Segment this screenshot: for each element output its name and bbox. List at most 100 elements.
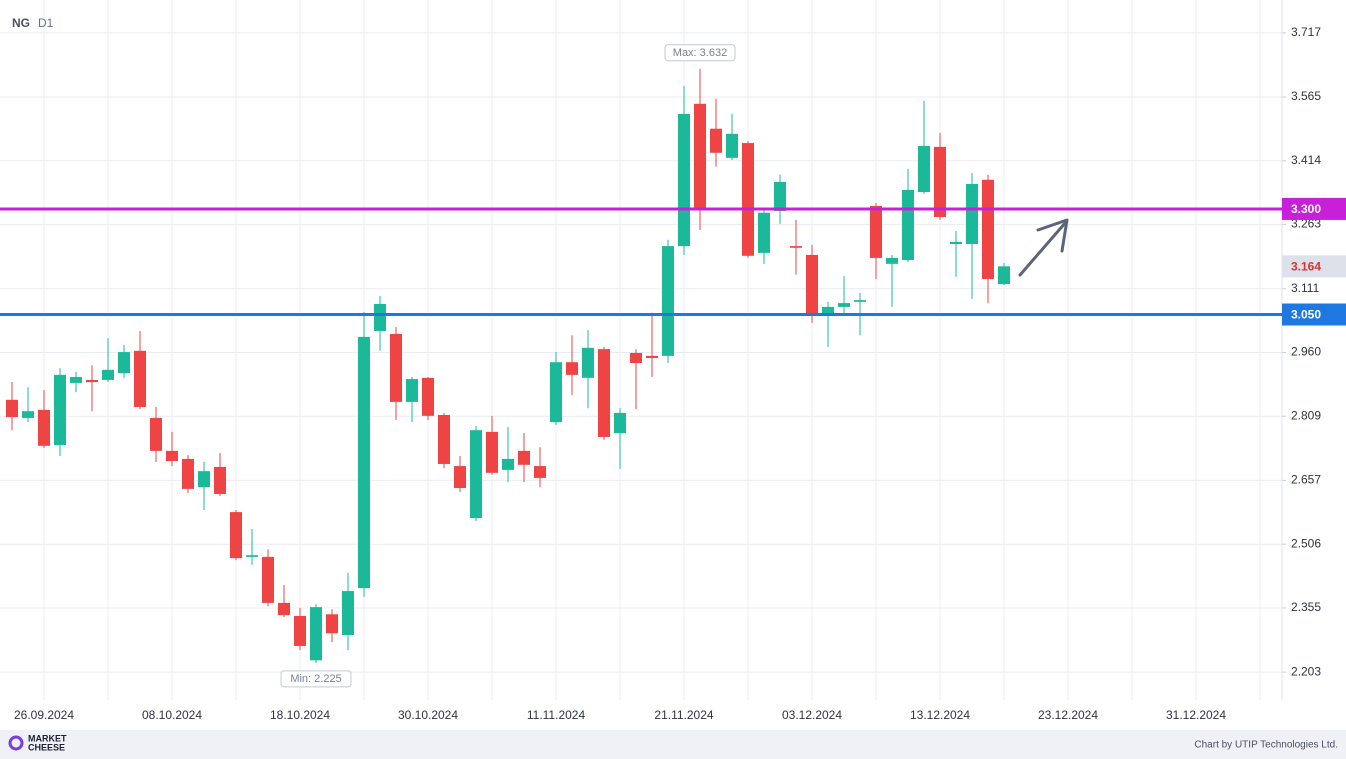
candle-body <box>470 430 482 519</box>
candle-body <box>918 146 930 193</box>
price-tag <box>1282 255 1346 278</box>
y-tick-label: 2.657 <box>1291 473 1321 487</box>
y-tick-label: 2.960 <box>1291 345 1321 359</box>
symbol: NG <box>12 16 30 30</box>
candle-body <box>614 412 626 434</box>
layers: 26.09.2024 08.10.2024 18.10.2024 30.10.2024… <box>0 0 1346 722</box>
candle-body <box>246 555 258 557</box>
candle-body <box>694 103 706 209</box>
y-tick-label: 3.565 <box>1291 89 1321 103</box>
y-tick-label: 2.506 <box>1291 536 1321 550</box>
candle-body <box>710 128 722 153</box>
credit: Chart by UTIP Technologies Ltd. <box>1194 740 1338 751</box>
y-tick-label: 2.809 <box>1291 408 1321 422</box>
candle-body <box>870 205 882 258</box>
candle-body <box>150 417 162 451</box>
x-tick-label: 30.10.2024 <box>398 708 458 722</box>
candle-body <box>422 377 434 416</box>
candle-body <box>886 257 898 264</box>
timeframe: D1 <box>38 16 54 30</box>
candle-body <box>934 146 946 217</box>
level-tag <box>1282 303 1346 326</box>
candle-body <box>38 409 50 446</box>
annotation-label: Max: 3.632 <box>673 47 727 59</box>
candle-body <box>374 303 386 331</box>
candle-body <box>646 355 658 358</box>
x-tick-label: 26.09.2024 <box>14 708 74 722</box>
y-tick-label: 3.414 <box>1291 153 1321 167</box>
candle-body <box>502 458 514 470</box>
trend-arrow <box>1018 218 1069 277</box>
candle-body <box>582 347 594 378</box>
candle-body <box>54 374 66 445</box>
footer-band <box>0 730 1346 759</box>
candle-body <box>742 143 754 256</box>
logo: MARKET CHEESE <box>8 733 67 752</box>
candle-body <box>294 615 306 646</box>
candle-body <box>86 379 98 383</box>
candle-body <box>486 431 498 473</box>
x-tick-label: 08.10.2024 <box>142 708 202 722</box>
y-tick-label: 3.717 <box>1291 25 1321 39</box>
annotation-box <box>280 670 352 688</box>
candle-body <box>518 450 530 465</box>
annotation-box <box>664 44 736 62</box>
x-tick-label: 13.12.2024 <box>910 708 970 722</box>
candle-body <box>566 362 578 375</box>
candle-body <box>726 133 738 158</box>
candle-body <box>278 602 290 616</box>
candle-body <box>6 399 18 418</box>
candle-body <box>166 450 178 462</box>
level-tag <box>1282 197 1346 220</box>
candle-body <box>198 471 210 488</box>
candle-body <box>454 466 466 489</box>
candle-body <box>998 266 1010 285</box>
candle-body <box>358 336 370 589</box>
candle-body <box>790 246 802 248</box>
candle-body <box>406 379 418 402</box>
candle-body <box>230 512 242 559</box>
candle-body <box>438 414 450 464</box>
candle-body <box>342 591 354 635</box>
arrow-head <box>1036 218 1069 253</box>
candle-body <box>534 466 546 478</box>
logo-mark <box>8 735 24 751</box>
candle-body <box>950 241 962 244</box>
candle-body <box>22 411 34 418</box>
level-label: 3.300 <box>1291 202 1321 216</box>
candle-body <box>102 369 114 380</box>
candle-body <box>678 113 690 247</box>
x-tick-label: 03.12.2024 <box>782 708 842 722</box>
candle-body <box>758 212 770 253</box>
candle-body <box>838 303 850 307</box>
candle-body <box>214 466 226 494</box>
candle-body <box>902 189 914 261</box>
x-tick-label: 18.10.2024 <box>270 708 330 722</box>
price-label: 3.164 <box>1291 260 1321 274</box>
x-tick-label: 21.11.2024 <box>654 708 713 722</box>
candle-body <box>182 458 194 489</box>
y-tick-label: 3.111 <box>1291 281 1320 295</box>
candle-body <box>550 362 562 423</box>
candle-body <box>390 333 402 402</box>
candle-body <box>598 349 610 437</box>
candle-body <box>310 607 322 661</box>
logo-text: CHEESE <box>28 742 65 752</box>
candle-body <box>630 352 642 364</box>
candle-body <box>774 181 786 212</box>
y-tick-label: 2.355 <box>1291 600 1321 614</box>
candle-body <box>70 376 82 383</box>
x-tick-label: 31.12.2024 <box>1166 708 1226 722</box>
candle-body <box>326 614 338 634</box>
level-label: 3.050 <box>1291 308 1321 322</box>
candle-body <box>822 306 834 315</box>
candle-body <box>118 352 130 374</box>
candle-body <box>662 246 674 356</box>
candle-body <box>854 300 866 302</box>
candle-body <box>982 179 994 280</box>
candle-body <box>806 254 818 315</box>
candle-body <box>134 350 146 407</box>
